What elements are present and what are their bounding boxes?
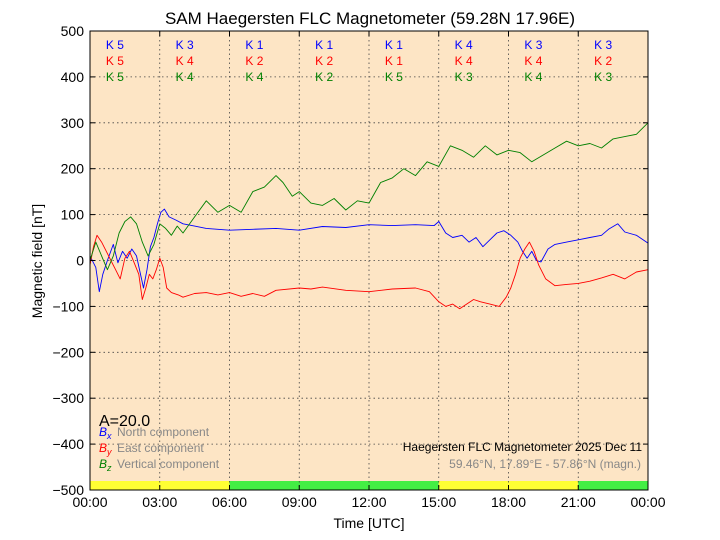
k-index-y-3: K 2 (315, 54, 333, 68)
a-index-label: A=20.0 (99, 413, 150, 430)
k-index-z-4: K 5 (385, 70, 403, 84)
x-tick-label-8: 00:00 (630, 494, 665, 510)
status-segment-1 (229, 481, 439, 490)
x-tick-label-4: 12:00 (351, 494, 386, 510)
series-line-x (89, 208, 649, 293)
y-tick-labels: −500 −400 −300 −200 −100 0 100 200 300 400 500 (52, 23, 84, 498)
y-tick-label-3: −200 (52, 344, 84, 360)
k-index-x-7: K 3 (594, 38, 612, 52)
y-tick-label-8: 300 (61, 115, 85, 131)
series-lines (89, 122, 649, 310)
status-segment-3 (578, 481, 648, 490)
k-index-y-7: K 2 (594, 54, 612, 68)
legend-subscript-y: y (106, 447, 112, 457)
x-tick-label-1: 03:00 (142, 494, 177, 510)
k-index-y-5: K 4 (455, 54, 473, 68)
k-index-x-4: K 1 (385, 38, 403, 52)
x-tick-label-6: 18:00 (491, 494, 526, 510)
legend-subscript-z: z (106, 463, 112, 473)
k-index-z-3: K 2 (315, 70, 333, 84)
k-index-y-4: K 1 (385, 54, 403, 68)
y-tick-label-7: 200 (61, 161, 85, 177)
y-tick-label-1: −400 (52, 436, 84, 452)
y-tick-label-9: 400 (61, 69, 85, 85)
y-axis-title: Magnetic field [nT] (29, 204, 45, 318)
y-tick-label-2: −300 (52, 390, 84, 406)
legend-subscript-x: x (106, 431, 112, 441)
k-index-y-2: K 2 (245, 54, 263, 68)
k-index-x-5: K 4 (455, 38, 473, 52)
series-line-y (89, 234, 649, 310)
y-tick-label-6: 100 (61, 207, 85, 223)
k-index-labels: K 5 K 3 K 1 K 1 K 1 K 4 K 3 K 3 K 5 K 4 K 2 K 2 K 1 K… (106, 38, 613, 84)
x-tick-label-2: 06:00 (212, 494, 247, 510)
y-tick-label-4: −100 (52, 298, 84, 314)
k-index-z-6: K 4 (524, 70, 542, 84)
k-index-z-5: K 3 (455, 70, 473, 84)
k-index-x-2: K 1 (245, 38, 263, 52)
x-tick-label-3: 09:00 (282, 494, 317, 510)
info-station-date: Haegersten FLC Magnetometer 2025 Dec 11 (403, 440, 643, 454)
legend-label-y: East component (117, 441, 204, 455)
series-line-z (89, 122, 649, 271)
grid-lines (90, 31, 648, 490)
k-index-x-0: K 5 (106, 38, 124, 52)
y-tick-label-5: 0 (76, 253, 84, 269)
k-index-y-0: K 5 (106, 54, 124, 68)
x-tick-label-5: 15:00 (421, 494, 456, 510)
y-tick-label-0: −500 (52, 482, 84, 498)
k-index-z-2: K 4 (245, 70, 263, 84)
k-index-y-1: K 4 (176, 54, 194, 68)
k-index-y-6: K 4 (524, 54, 542, 68)
x-axis-title: Time [UTC] (333, 515, 404, 531)
info-coordinates: 59.46°N, 17.89°E - 57.86°N (magn.) (449, 457, 641, 471)
legend-label-x: North component (117, 425, 210, 439)
chart-title: SAM Haegersten FLC Magnetometer (59.28N … (165, 9, 575, 28)
legend-label-z: Vertical component (117, 457, 220, 471)
y-tick-label-10: 500 (61, 23, 85, 39)
x-tick-label-7: 21:00 (561, 494, 596, 510)
k-index-x-3: K 1 (315, 38, 333, 52)
k-index-x-6: K 3 (524, 38, 542, 52)
x-tick-labels: 00:00 03:00 06:00 09:00 12:00 15:00 18:00 21:00… (72, 494, 665, 510)
k-index-z-0: K 5 (106, 70, 124, 84)
k-index-x-1: K 3 (176, 38, 194, 52)
k-index-z-7: K 3 (594, 70, 612, 84)
k-index-z-1: K 4 (176, 70, 194, 84)
axis-ticks (89, 30, 649, 491)
x-tick-label-0: 00:00 (72, 494, 107, 510)
